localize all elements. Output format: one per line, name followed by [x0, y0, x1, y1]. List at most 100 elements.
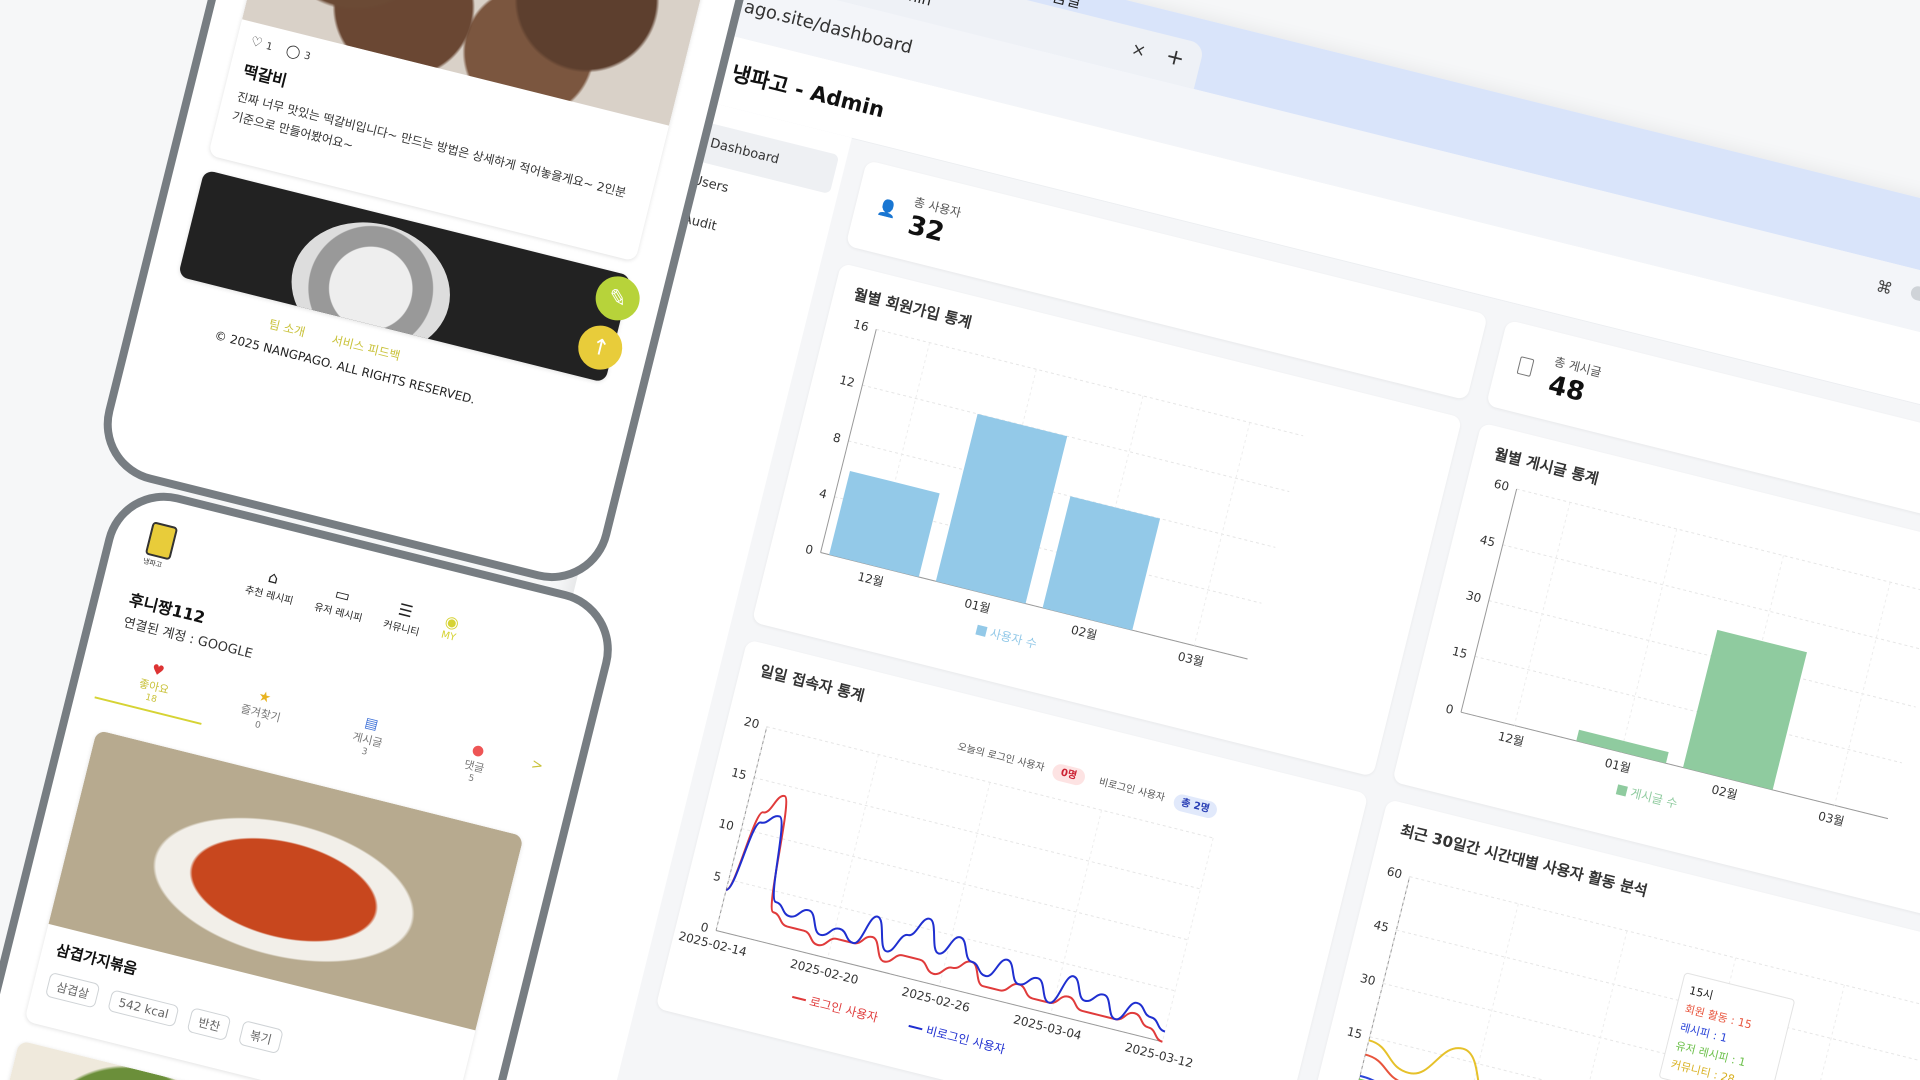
- recipe-tag: 삼겹살: [44, 971, 101, 1009]
- series-line: [725, 815, 1166, 1033]
- grid-line: [876, 328, 1304, 437]
- comment-count: 3: [302, 50, 312, 63]
- user-icon: 👤: [875, 196, 900, 220]
- grid-line: [1620, 528, 1678, 753]
- grid-line: [1161, 837, 1214, 1042]
- y-tick-label: 20: [743, 714, 761, 731]
- tab-favorites[interactable]: ★ 즐겨찾기 0: [201, 676, 320, 751]
- x-tick-label: 2025-03-12: [1123, 1040, 1194, 1070]
- y-tick-label: 10: [717, 816, 735, 833]
- bar: [1042, 496, 1161, 631]
- bar: [1576, 729, 1669, 764]
- legend-swatch: [792, 995, 807, 1002]
- x-tick-label: 01월: [1603, 756, 1632, 776]
- series-line: [725, 795, 1163, 1043]
- tab-likes[interactable]: ♥ 좋아요 18: [94, 649, 214, 725]
- heart-icon[interactable]: ♡: [249, 34, 265, 52]
- comment-icon[interactable]: ◯: [284, 43, 303, 62]
- bar: [829, 470, 940, 578]
- y-tick-label: 60: [1385, 864, 1403, 881]
- reaction-row: ♡ 1 ◯ 3: [249, 34, 312, 63]
- grid-line: [1464, 903, 1519, 1080]
- grid-line: [1516, 488, 1920, 596]
- grid-line: [1513, 502, 1571, 726]
- grid-line: [1369, 1036, 1914, 1080]
- y-tick-label: 0: [699, 920, 710, 935]
- grid-line: [715, 726, 768, 931]
- grid-line: [1382, 982, 1920, 1080]
- x-axis: [715, 929, 1163, 1043]
- y-tick-label: 30: [1359, 971, 1377, 988]
- grid-line: [1899, 1012, 1920, 1080]
- recipe-title: 삼겹가지볶음: [54, 940, 140, 979]
- fridge-icon: [144, 521, 179, 561]
- y-tick-label: 12: [838, 373, 856, 390]
- x-tick-label: 2025-03-04: [1012, 1012, 1083, 1042]
- hourly-line-chart: 01530456000시02시04시06시08시10시: [1340, 864, 1920, 1080]
- grid-line: [873, 342, 931, 566]
- legend-label: 게시글 수: [1629, 786, 1679, 811]
- nav-community[interactable]: ☰ 커뮤니티: [382, 597, 426, 639]
- document-icon: [1516, 356, 1535, 377]
- dashboard-main: 👤 총 사용자 32 총 게시글 48 월별 회원가입 통계 0 4 8 12 16 12…: [595, 140, 1920, 1080]
- posts-chart-card: 월별 게시글 통계 0 15 30 45 60 12월 01월 02월 03월 게시글 수: [1392, 422, 1920, 937]
- y-tick-label: 5: [712, 869, 723, 884]
- legend-label: 사용자 수: [988, 626, 1038, 651]
- x-tick-label: 2025-02-26: [900, 984, 971, 1014]
- nav-my[interactable]: ◉ MY: [439, 611, 462, 648]
- y-tick-label: 60: [1492, 477, 1510, 494]
- like-count: 1: [264, 40, 274, 54]
- grid-line: [754, 777, 1201, 890]
- recipe-tag: 볶기: [238, 1020, 284, 1055]
- grid-line: [1790, 984, 1845, 1080]
- y-tick-label: 16: [852, 317, 870, 334]
- y-tick-label: 0: [804, 542, 815, 557]
- x-tick-label: 02월: [1070, 623, 1099, 643]
- x-axis: [1460, 711, 1889, 820]
- daily-line-chart: 0 5 10 15 20 2025-02-14 2025-02-20 2025-02-26 20…: [677, 714, 1214, 1071]
- grid-line: [862, 384, 1290, 493]
- x-tick-label: 01월: [963, 596, 992, 616]
- bar: [1682, 629, 1807, 790]
- series-line: [1368, 1039, 1902, 1080]
- recipe-title: 떡갈비: [241, 61, 289, 91]
- x-tick-label: 03월: [1176, 649, 1205, 669]
- tab-posts[interactable]: ▤ 게시글 3: [308, 703, 427, 778]
- grid-line: [1573, 930, 1628, 1080]
- recipe-tag: 반찬: [186, 1007, 232, 1042]
- y-axis: [1460, 488, 1518, 713]
- bar: [935, 413, 1068, 604]
- top-nav: ⌂ 추천 레시피 ▭ 유저 레시피 ☰ 커뮤니티 ◉ MY: [244, 562, 462, 647]
- legend-label: 비로그인 사용자: [924, 1023, 1006, 1056]
- grid-line: [1834, 582, 1891, 806]
- admin-browser-window: 창 도움말 냉파고 Admin × + ago.site/dashboard ⌘…: [430, 0, 1920, 1080]
- hourly-activity-card: 최근 30일간 시간대별 사용자 활동 분석 01530456000시02시04…: [1295, 799, 1920, 1080]
- tab-comments[interactable]: ● 댓글 5: [415, 730, 534, 805]
- y-tick-label: 15: [730, 765, 748, 782]
- nav-user-recipes[interactable]: ▭ 유저 레시피: [313, 580, 369, 625]
- grid-line: [1474, 655, 1902, 764]
- legend-swatch: [975, 624, 988, 637]
- chat-icon[interactable]: [1909, 284, 1920, 304]
- x-tick-label: 12월: [856, 569, 885, 589]
- y-tick-label: 45: [1372, 918, 1390, 935]
- nav-recommended[interactable]: ⌂ 추천 레시피: [244, 562, 300, 607]
- y-tick-label: 15: [1451, 644, 1469, 661]
- grid-line: [1502, 544, 1920, 652]
- extension-icon[interactable]: ⌘: [1874, 276, 1895, 299]
- legend-label: 로그인 사용자: [808, 994, 879, 1025]
- y-tick-label: 15: [1345, 1024, 1363, 1041]
- daily-visitors-card: 일일 접속자 통계 오늘의 로그인 사용자 0명 비로그인 사용자 총 2명 0…: [655, 639, 1369, 1080]
- signup-bar-chart: 0 4 8 12 16 12월 01월 02월 03월 사용자 수: [804, 317, 1304, 669]
- x-tick-label: 03월: [1817, 809, 1846, 829]
- grid-line: [827, 754, 879, 959]
- signup-chart-card: 월별 회원가입 통계 0 4 8 12 16 12월 01월 02월 03월 사용자 수: [751, 262, 1463, 777]
- y-tick-label: 0: [1444, 702, 1455, 717]
- y-axis: [820, 329, 877, 553]
- grid-line: [1193, 422, 1251, 646]
- footer-link-team[interactable]: 팀 소개: [267, 317, 307, 340]
- app-logo[interactable]: 냉파고: [142, 521, 186, 572]
- legend-swatch: [1615, 784, 1628, 797]
- grid-line: [1488, 600, 1916, 708]
- legend-swatch: [908, 1024, 923, 1031]
